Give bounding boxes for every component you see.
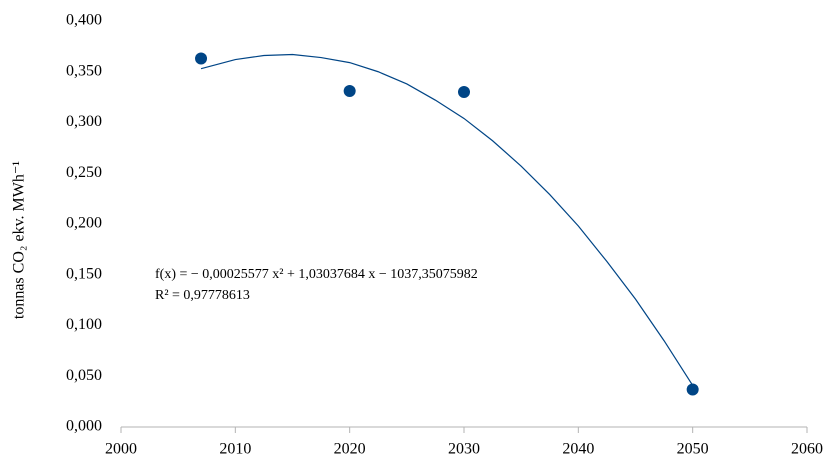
y-tick-label: 0,200 xyxy=(66,215,102,232)
y-tick-label: 0,000 xyxy=(66,418,102,435)
y-tick-label: 0,350 xyxy=(66,62,102,79)
y-tick-label: 0,400 xyxy=(66,12,102,29)
trendline xyxy=(200,53,694,386)
trend-equation: f(x) = − 0,00025577 x² + 1,03037684 x − … xyxy=(155,267,478,282)
x-tick-label: 2000 xyxy=(105,441,137,458)
data-point xyxy=(343,85,356,98)
y-tick-label: 0,300 xyxy=(66,113,102,130)
y-tick-label: 0,150 xyxy=(66,265,102,282)
x-tick-label: 2010 xyxy=(219,441,251,458)
x-tick-label: 2030 xyxy=(448,441,480,458)
r-squared: R² = 0,97778613 xyxy=(155,288,250,303)
y-tick-label: 0,100 xyxy=(66,316,102,333)
y-tick-label: 0,250 xyxy=(66,164,102,181)
data-point xyxy=(458,86,470,99)
x-tick-label: 2040 xyxy=(562,441,594,458)
data-point xyxy=(686,383,699,396)
x-tick-label: 2060 xyxy=(791,441,823,458)
y-tick-label: 0,050 xyxy=(66,367,102,384)
x-tick-label: 2020 xyxy=(334,441,366,458)
y-axis-label: tonnas CO₂ ekv. MWh⁻¹ xyxy=(11,161,28,319)
data-point xyxy=(195,52,208,65)
x-tick-label: 2050 xyxy=(677,441,709,458)
